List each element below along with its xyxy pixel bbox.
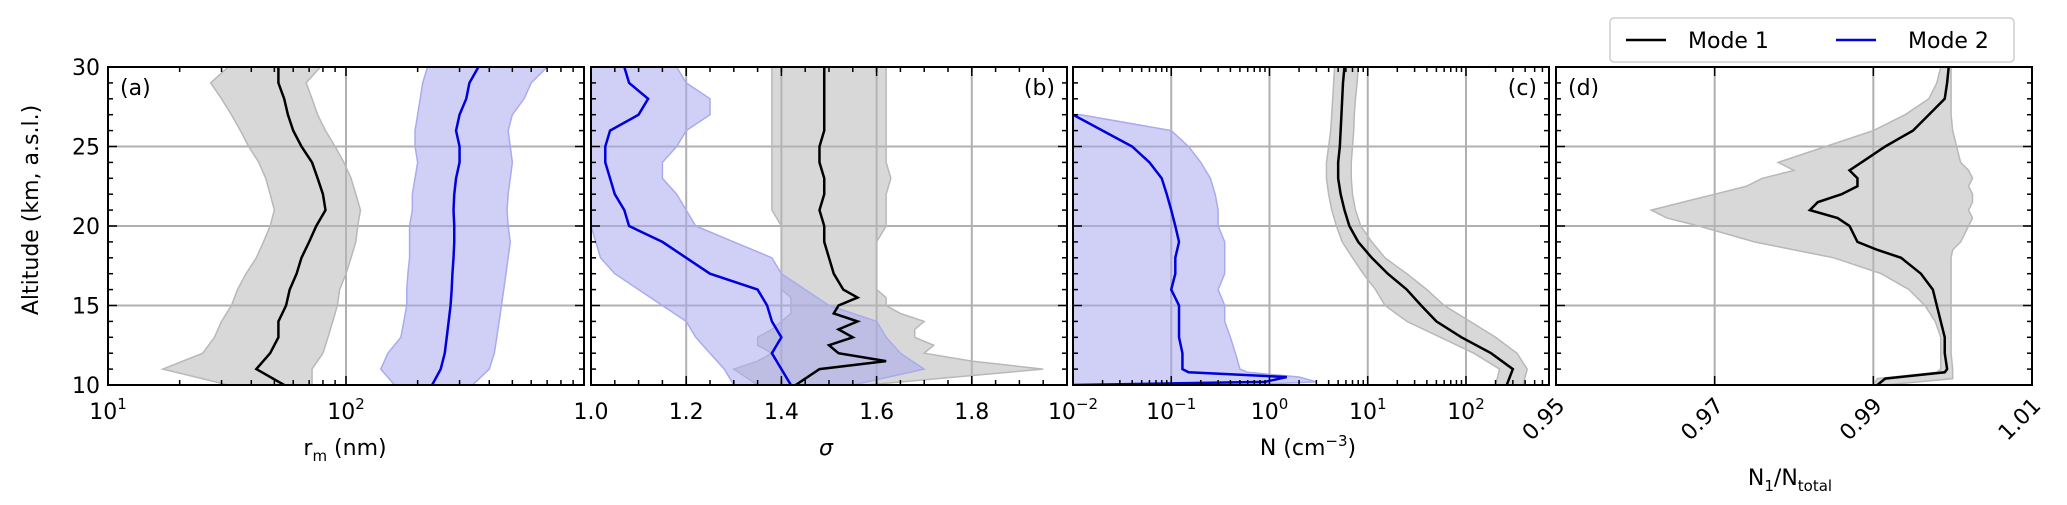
panel-d: 0.95 0.97 0.99 1.01 (d) xyxy=(1518,66,2046,446)
panel-b-mode2-band xyxy=(591,67,927,385)
panel-b-xtick-label-2: 1.4 xyxy=(764,400,799,425)
panel-d-plot-area xyxy=(1649,67,1974,385)
legend: Mode 1 Mode 2 xyxy=(1609,17,2015,63)
panel-c-xtick-label-4: 102 xyxy=(1447,395,1485,425)
y-tick-label-20: 20 xyxy=(72,215,100,240)
panel-c-mode1-line xyxy=(1336,67,1515,385)
panel-a-xtick-label-1: 102 xyxy=(327,395,365,425)
panel-d-label: (d) xyxy=(1568,76,1599,101)
y-tick-label-30: 30 xyxy=(72,56,100,81)
panel-b-xtick-label-3: 1.6 xyxy=(859,400,894,425)
panel-d-mode1-line xyxy=(1807,67,1950,385)
y-tick-label-15: 15 xyxy=(72,295,100,320)
panel-a-label: (a) xyxy=(120,76,151,101)
panel-d-xtick-label-1: 0.97 xyxy=(1677,394,1729,446)
x-axis-label-a: rm (nm) xyxy=(303,436,386,465)
panel-c-xtick-label-1: 10−1 xyxy=(1146,395,1196,425)
y-tick-label-10: 10 xyxy=(72,374,100,399)
y-axis-label: Altitude (km, a.s.l.) xyxy=(19,105,44,315)
panel-a-mode2-line xyxy=(430,67,480,385)
panel-b-mode1-line xyxy=(794,67,887,385)
panel-d-xtick-label-2: 0.99 xyxy=(1835,394,1887,446)
panel-d-xtick-label-0: 0.95 xyxy=(1518,394,1570,446)
panel-c-xtick-label-3: 101 xyxy=(1349,395,1387,425)
panel-c: 10−2 10−1 100 101 102 (c) xyxy=(1048,66,1550,425)
panel-c-label: (c) xyxy=(1508,76,1537,101)
panel-a-mode2-band xyxy=(379,67,549,385)
panel-b-xtick-label-1: 1.2 xyxy=(669,400,704,425)
panel-c-mode2-line xyxy=(1073,113,1288,385)
legend-box xyxy=(1609,17,2015,63)
panel-c-xtick-label-0: 10−2 xyxy=(1048,395,1098,425)
x-axis-label-c: N (cm−3) xyxy=(1260,432,1356,461)
panel-b-mode2-line xyxy=(604,67,792,385)
legend-mode2-label: Mode 2 xyxy=(1908,29,1989,54)
panel-a-mode1-band xyxy=(160,67,362,385)
y-tick-label-25: 25 xyxy=(72,136,100,161)
panel-a-mode1-line xyxy=(254,67,327,385)
panel-b-xtick-label-4: 1.8 xyxy=(954,400,989,425)
panel-c-plot-area xyxy=(1073,67,1529,385)
panel-a: 10 15 20 25 30 101 102 (a) xyxy=(72,56,585,425)
x-axis-label-b: σ xyxy=(819,436,834,461)
panel-d-xtick-label-3: 1.01 xyxy=(1994,394,2046,446)
x-axis-label-d: N1/Ntotal xyxy=(1748,466,1832,495)
panel-c-mode2-band xyxy=(1073,113,1317,385)
panel-c-xtick-label-2: 100 xyxy=(1251,395,1289,425)
legend-mode1-label: Mode 1 xyxy=(1688,29,1769,54)
panel-b-label: (b) xyxy=(1024,76,1055,101)
panel-b-plot-area xyxy=(591,67,1044,385)
panel-a-plot-area xyxy=(160,67,549,385)
panel-b-xtick-label-0: 1.0 xyxy=(574,400,609,425)
panel-c-mode1-band xyxy=(1325,67,1529,385)
panel-b: 1.0 1.2 1.4 1.6 1.8 (b) xyxy=(574,66,1068,425)
panel-d-mode1-band xyxy=(1649,67,1974,385)
panel-a-xtick-label-0: 101 xyxy=(89,395,127,425)
